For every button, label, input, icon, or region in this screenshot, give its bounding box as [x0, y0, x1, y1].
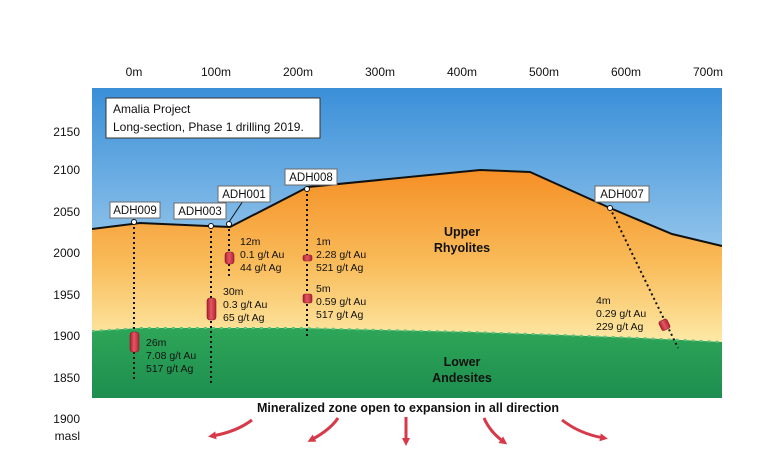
intercept-text: 521 g/t Ag [316, 262, 363, 274]
drill-trace-adh007 [609, 207, 679, 349]
intercepts [129, 251, 671, 353]
intercept-label-adh001: 12m 0.1 g/t Au 44 g/t Ag [240, 236, 285, 274]
title-line-2: Long-section, Phase 1 drilling 2019. [113, 120, 304, 134]
intercept-text: 1m [316, 236, 331, 248]
intercept-label-adh008-a: 1m 2.28 g/t Au 521 g/t Ag [316, 236, 366, 274]
drillhole-label-adh003: ADH003 [173, 202, 227, 220]
top-axis: 0m 100m 200m 300m 400m 500m 600m 700m [126, 65, 723, 79]
expansion-arrow-5 [561, 418, 608, 442]
left-axis: 2150 2100 2050 2000 1950 1900 1850 1900 … [53, 125, 80, 443]
intercept-marker-adh007 [658, 318, 671, 331]
expansion-arrow-1 [208, 418, 253, 440]
expansion-arrows [208, 417, 608, 446]
intercept-text: 0.29 g/t Au [596, 308, 646, 320]
intercept-marker-adh008-b [302, 293, 313, 304]
topography-line [91, 168, 723, 247]
collars [131, 186, 613, 229]
top-axis-tick: 500m [529, 65, 559, 79]
upper-zone-label-2: Rhyolites [434, 241, 490, 255]
drillhole-id: ADH003 [178, 206, 221, 218]
intercept-text: 30m [223, 286, 244, 298]
upper-rhyolites-layer [92, 170, 722, 342]
drillhole-id: ADH008 [289, 172, 332, 184]
drillhole-label-adh009: ADH009 [109, 201, 161, 219]
expansion-arrow-2 [307, 417, 340, 442]
left-axis-tick: 2050 [53, 205, 80, 219]
intercept-text: 26m [146, 337, 167, 349]
drillhole-id: ADH007 [600, 189, 643, 201]
intercept-text: 44 g/t Ag [240, 262, 282, 274]
left-axis-tick: 1950 [53, 288, 80, 302]
drillhole-label-adh007: ADH007 [594, 185, 650, 203]
intercept-text: 229 g/t Ag [596, 321, 643, 333]
drillhole-label-adh001: ADH001 [217, 185, 271, 203]
intercept-text: 0.1 g/t Au [240, 249, 285, 261]
intercept-marker-adh001 [224, 251, 235, 265]
lower-zone-label-1: Lower [444, 355, 481, 369]
left-axis-tick: 1900 [53, 329, 80, 343]
collar-adh007 [607, 205, 613, 211]
lower-zone-label-2: Andesites [432, 371, 492, 385]
intercept-text: 5m [316, 283, 331, 295]
top-axis-tick: 300m [365, 65, 395, 79]
leader-adh001 [228, 200, 244, 223]
top-axis-tick: 200m [283, 65, 313, 79]
left-axis-tick: 2100 [53, 163, 80, 177]
top-axis-tick: 400m [447, 65, 477, 79]
collar-adh003 [208, 223, 214, 229]
collar-adh009 [131, 219, 137, 225]
intercept-text: 65 g/t Ag [223, 312, 265, 324]
lower-andesites-layer [92, 328, 722, 398]
left-axis-tick: 1850 [53, 371, 80, 385]
intercept-marker-adh003 [206, 297, 217, 321]
top-axis-tick: 100m [201, 65, 231, 79]
left-axis-tick: 2150 [53, 125, 80, 139]
intercept-marker-adh009 [129, 331, 140, 353]
drillhole-label-adh008: ADH008 [284, 168, 338, 186]
left-axis-tick: 2000 [53, 246, 80, 260]
intercept-text: 4m [596, 295, 611, 307]
intercept-text: 7.08 g/t Au [146, 350, 196, 362]
intercept-marker-adh008-a [302, 254, 313, 262]
top-axis-tick: 700m [693, 65, 723, 79]
intercept-text: 0.59 g/t Au [316, 296, 366, 308]
collar-adh008 [304, 186, 310, 192]
top-axis-tick: 0m [126, 65, 143, 79]
intercept-label-adh003: 30m 0.3 g/t Au 65 g/t Ag [223, 286, 268, 324]
intercept-text: 12m [240, 236, 261, 248]
intercept-text: 517 g/t Ag [146, 363, 193, 375]
intercept-text: 517 g/t Ag [316, 309, 363, 321]
intercept-label-adh009: 26m 7.08 g/t Au 517 g/t Ag [146, 337, 196, 375]
collar-adh001 [226, 221, 232, 227]
title-box: Amalia Project Long-section, Phase 1 dri… [105, 97, 321, 139]
intercept-label-adh008-b: 5m 0.59 g/t Au 517 g/t Ag [316, 283, 366, 321]
expansion-note: Mineralized zone open to expansion in al… [257, 401, 559, 415]
contact-line [91, 327, 723, 343]
title-line-1: Amalia Project [113, 102, 191, 116]
intercept-label-adh007: 4m 0.29 g/t Au 229 g/t Ag [596, 295, 646, 333]
top-axis-tick: 600m [611, 65, 641, 79]
left-axis-tick: 1900 [53, 412, 80, 426]
left-axis-unit: masl [55, 429, 80, 443]
expansion-arrow-4 [482, 417, 508, 445]
upper-zone-label-1: Upper [444, 225, 480, 239]
drillhole-id: ADH001 [222, 189, 265, 201]
intercept-text: 0.3 g/t Au [223, 299, 268, 311]
drillhole-id: ADH009 [113, 205, 156, 217]
intercept-text: 2.28 g/t Au [316, 249, 366, 261]
